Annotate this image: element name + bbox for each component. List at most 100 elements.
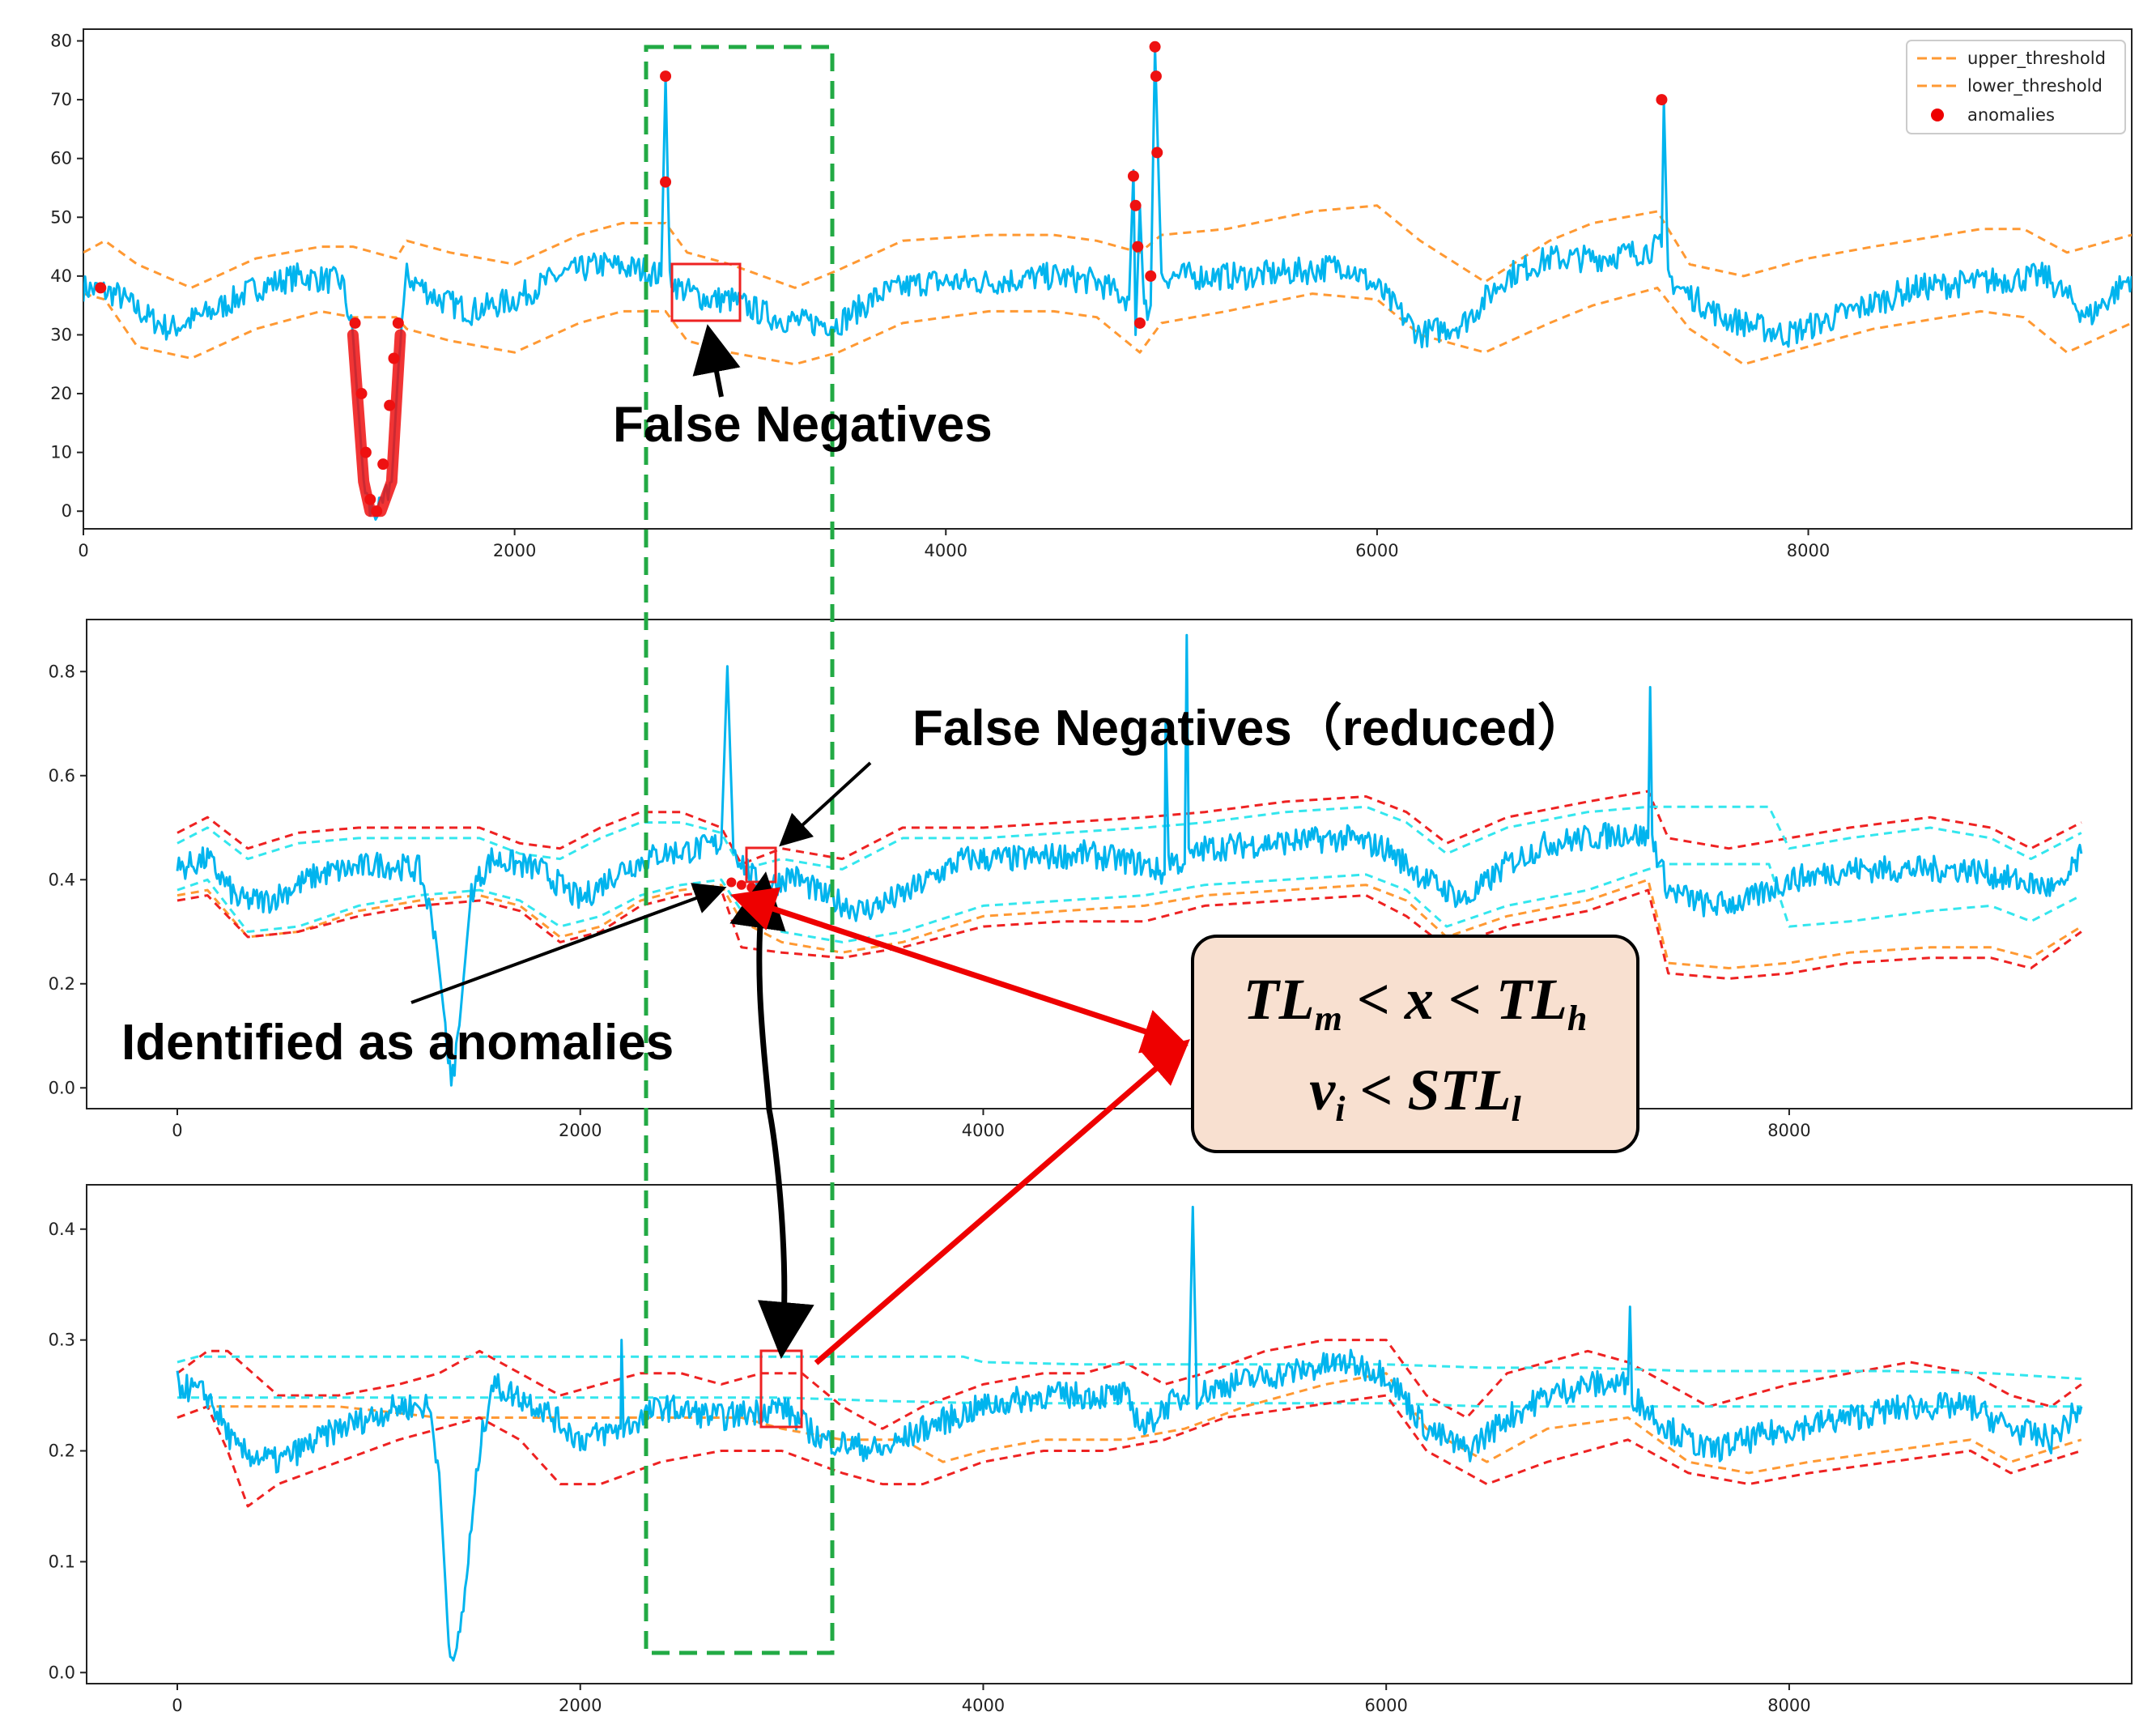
- formula-tlh-sub: h: [1567, 999, 1587, 1038]
- x-tick-label: 4000: [962, 1696, 1005, 1715]
- x-tick-label: 6000: [1364, 1696, 1407, 1715]
- anomaly-point: [377, 458, 389, 471]
- formula-line-1: TLm < x < TLh: [1244, 967, 1588, 1038]
- anomaly-point: [660, 176, 672, 188]
- anomaly-point: [349, 317, 361, 329]
- formula-vi-sub: i: [1335, 1089, 1346, 1129]
- y-tick-label: 0.8: [49, 662, 75, 681]
- formula-vi: v: [1309, 1058, 1336, 1122]
- legend-anomalies-label: anomalies: [1967, 105, 2055, 125]
- formula-stl-sub: l: [1512, 1089, 1522, 1129]
- x-tick-label: 4000: [925, 541, 967, 560]
- series-layer: [176, 1205, 2083, 1662]
- anomaly-point: [1127, 170, 1139, 182]
- mid-false-negatives-label: False Negatives（reduced）: [912, 700, 1588, 756]
- x-tick-label: 0: [172, 1696, 182, 1715]
- x-tick-label: 0: [172, 1121, 182, 1140]
- threshold-lower-red-line: [176, 1394, 2082, 1508]
- top-false-negative-box: [670, 262, 742, 322]
- anomaly-point: [1133, 317, 1146, 329]
- formula-tlh: TL: [1496, 967, 1567, 1032]
- x-tick-label: 2000: [559, 1696, 602, 1715]
- threshold-upper-cyan-line: [176, 805, 2082, 871]
- y-tick-label: 0.1: [49, 1552, 75, 1571]
- legend-upper-label: upper_threshold: [1967, 49, 2106, 69]
- y-tick-label: 40: [50, 266, 72, 286]
- y-tick-label: 0: [62, 501, 72, 521]
- x-tick-label: 8000: [1767, 1121, 1810, 1140]
- anomaly-point: [1656, 94, 1668, 106]
- formula-tlm: TL: [1244, 967, 1315, 1032]
- upper_threshold-line: [83, 204, 2132, 289]
- plot-area: [86, 1184, 2133, 1684]
- y-tick-label: 80: [50, 32, 72, 51]
- legend-anomalies-swatch: [1931, 109, 1944, 121]
- top-fn-arrow: [692, 324, 741, 398]
- comparison-region-box: [644, 45, 835, 1655]
- y-tick-label: 0.3: [49, 1331, 75, 1350]
- signal-line: [176, 633, 2083, 1087]
- y-tick-label: 70: [50, 90, 72, 109]
- threshold-upper-cyan-line: [176, 1355, 2082, 1381]
- anomaly-point: [1150, 70, 1162, 83]
- x-tick-label: 8000: [1767, 1696, 1810, 1715]
- x-tick-label: 6000: [1355, 541, 1398, 560]
- red-arrow-mid-to-formula: [730, 887, 1189, 1054]
- x-tick-label: 4000: [962, 1121, 1005, 1140]
- formula-op1: <: [1342, 967, 1405, 1032]
- anomaly-point: [1149, 40, 1161, 53]
- anomaly-point: [95, 282, 107, 294]
- anomaly-point: [736, 879, 746, 890]
- signal-line: [83, 45, 2132, 521]
- threshold-lower-orange-line: [176, 1372, 2082, 1475]
- chart-panel-top: 0 2000 4000 6000 8000 0 10 20 30 40 50 60 70 80: [50, 28, 2133, 560]
- formula-line-2: vi < STLl: [1309, 1058, 1521, 1129]
- anomaly-point: [726, 877, 737, 888]
- formula-background: [1191, 935, 1639, 1153]
- legend: upper_threshold lower_threshold anomalie…: [1906, 40, 2126, 134]
- anomaly-point: [392, 317, 404, 329]
- y-tick-label: 0.6: [49, 766, 75, 786]
- anomaly-dip-trace: [347, 329, 406, 517]
- y-tick-label: 0.4: [49, 1220, 75, 1239]
- annotations: False Negatives False Negatives（reduced）…: [121, 45, 1639, 1655]
- formula-op3: <: [1345, 1058, 1407, 1122]
- top-false-negatives-label: False Negatives: [613, 397, 993, 453]
- anomaly-point: [767, 888, 777, 898]
- x-tick-label: 2000: [493, 541, 536, 560]
- x-tick-label: 2000: [559, 1121, 602, 1140]
- identified-as-anomalies-label: Identified as anomalies: [121, 1015, 674, 1071]
- formula-box: TLm < x < TLh vi < STLl: [1191, 935, 1639, 1153]
- series-layer: [83, 40, 2132, 521]
- anomaly-point: [1151, 147, 1163, 159]
- y-tick-label: 0.4: [49, 870, 75, 889]
- legend-frame: [1906, 40, 2126, 134]
- mid-fn-arrow: [779, 761, 872, 847]
- formula-stl: STL: [1407, 1058, 1511, 1122]
- anomaly-point: [1145, 270, 1157, 282]
- x-tick-label: 0: [78, 541, 88, 560]
- y-tick-label: 60: [50, 149, 72, 168]
- threshold-upper-red-line: [176, 1339, 2082, 1430]
- y-tick-label: 50: [50, 207, 72, 227]
- x-tick-label: 8000: [1787, 541, 1830, 560]
- lower_threshold-line: [83, 286, 2132, 366]
- y-tick-label: 0.0: [49, 1078, 75, 1097]
- identified-arrow: [410, 883, 727, 1004]
- chart-panel-bottom: 0 2000 4000 6000 8000 0.0 0.1 0.2 0.3 0.4: [49, 1184, 2133, 1715]
- formula-op2: <: [1434, 967, 1496, 1032]
- legend-lower-label: lower_threshold: [1967, 76, 2103, 96]
- y-tick-label: 20: [50, 384, 72, 403]
- red-arrow-bottom-to-formula: [814, 1039, 1190, 1365]
- y-tick-label: 30: [50, 325, 72, 344]
- formula-x: x: [1404, 967, 1434, 1032]
- threshold-mid-cyan-line: [177, 1396, 2082, 1408]
- signal-line: [176, 1205, 2083, 1662]
- y-tick-label: 0.2: [49, 974, 75, 994]
- formula-tlm-sub: m: [1315, 999, 1342, 1038]
- anomaly-point: [1132, 241, 1144, 253]
- anomaly-point: [660, 70, 672, 83]
- y-tick-label: 10: [50, 443, 72, 462]
